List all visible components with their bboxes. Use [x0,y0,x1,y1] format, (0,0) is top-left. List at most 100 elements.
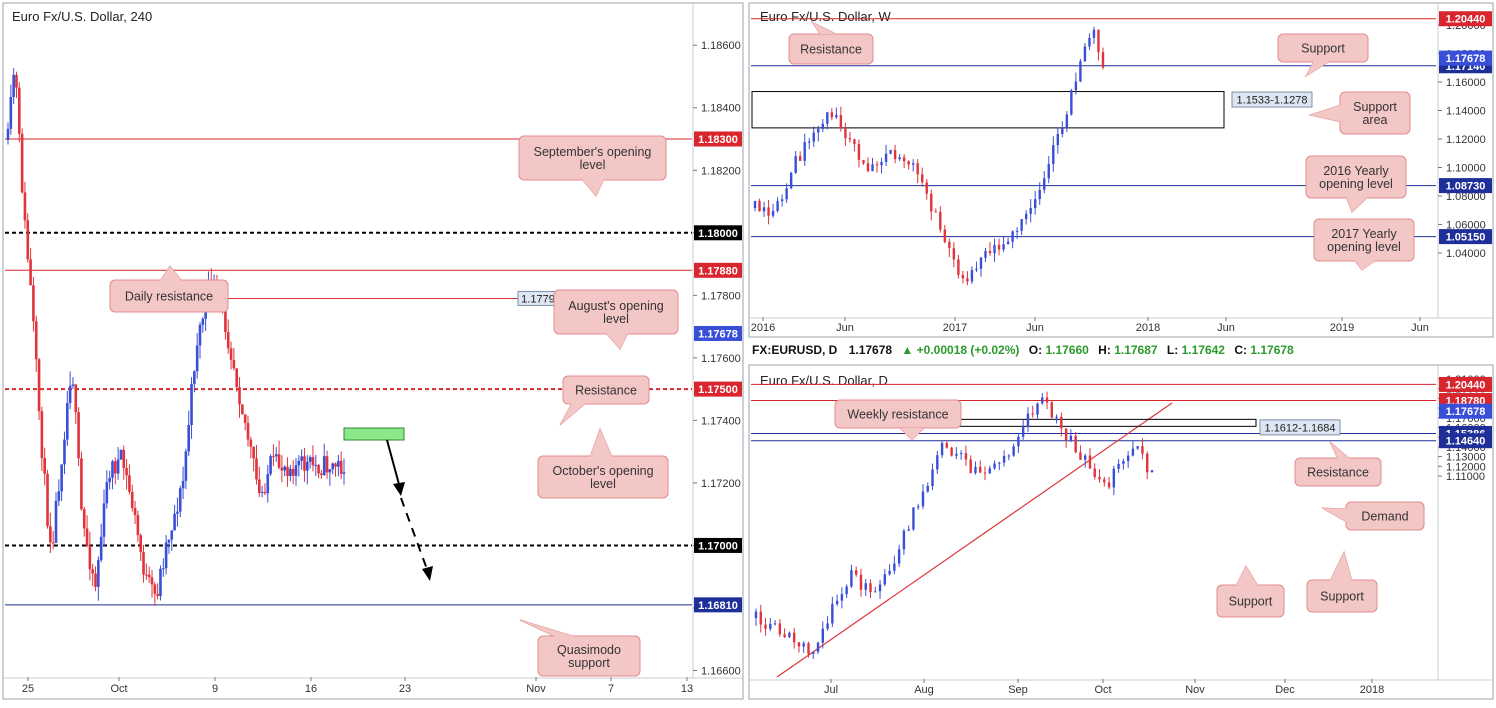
h4-candle-body [113,461,117,474]
d-candle-body [874,591,877,593]
w-candle-body [984,250,987,258]
h4-candle-body [68,385,72,404]
h4-price-tag-label: 1.17500 [698,384,738,396]
d-candle-body [897,549,901,564]
h4-candle-body [167,539,171,543]
w-price-tag [1439,229,1492,245]
d-ytick-label: 1.12000 [1446,461,1486,473]
w-candle-body [961,274,965,279]
w-candle-body [880,162,883,166]
h4-candle-body [105,482,109,504]
w-callout-pointer-fill [1346,197,1368,212]
h4-candle-body [173,513,176,531]
w-candle-body [889,150,892,154]
h4-candle-body [147,574,151,578]
d-callout-text: Support [1320,590,1364,604]
h4-candle-body [303,456,306,471]
w-candle-body [1011,231,1014,242]
h4-candle-body [40,411,44,458]
d-candle-body [912,507,915,530]
h4-callout-text: Resistance [575,384,637,398]
h4-candle-body [6,128,10,140]
d-candle-body [869,583,872,593]
daily-change-up-icon: ▲ [901,343,913,357]
daily-high-label: H: [1098,343,1111,357]
w-candle-body [812,132,815,142]
w-price-tag [1439,50,1492,66]
h4-candle-body [108,477,111,483]
h4-chart-frame [2,2,744,700]
w-ytick-label: 1.14000 [1446,106,1486,118]
h4-candle-body [184,451,188,481]
daily-close-label: C: [1234,343,1247,357]
w-price-tag [1439,11,1492,27]
h4-candle-body [277,454,281,468]
d-candle-body [1069,435,1073,441]
d-candle-body [1074,435,1077,453]
w-xtick-label: Jun [1026,322,1044,334]
h4-candle-body [80,458,83,510]
h4-candle-body [136,515,140,536]
h4-candle-body [249,439,253,447]
d-candle-body [921,491,925,507]
d-candle-body [1026,413,1030,427]
d-ytick-label: 1.13000 [1446,452,1486,464]
d-candle-body [845,586,848,595]
h4-ytick-label: 1.18400 [701,103,741,115]
d-candle-body [998,462,1001,464]
h4-xtick-label: Nov [526,683,546,695]
h4-candle-body [289,468,292,477]
d-candle-body [1131,448,1135,456]
daily-open: 1.17660 [1045,343,1089,357]
h4-candle-body [339,460,343,474]
d-candle-body [974,466,977,473]
h4-xtick-label: 9 [212,683,218,695]
weekly-chart-title: Euro Fx/U.S. Dollar, W [760,9,891,24]
d-callout-text: Demand [1361,510,1408,524]
w-candle-body [821,123,824,129]
h4-xtick-label: 25 [22,683,34,695]
d-candle-body [854,570,858,575]
daily-high: 1.17687 [1114,343,1158,357]
d-price-tag-label: 1.17678 [1446,406,1486,418]
h4-candle-body [130,491,134,509]
w-price-tag [1439,178,1492,194]
w-candle-body [907,161,910,165]
d-candle-body [826,623,829,629]
h4-price-tag-label: 1.17880 [698,265,738,277]
w-candle-body [839,114,843,129]
h4-callout-pointer-fill [160,266,182,281]
d-candle-body [1055,416,1058,418]
h4-candle-body [286,466,289,477]
h4-candle-body [102,503,106,537]
h4-candle-body [246,422,250,440]
w-candle-body [789,172,793,189]
w-candle-body [1079,61,1082,82]
d-callout-pointer-fill [1330,442,1350,459]
h4-candle-body [181,480,185,489]
w-candle-body [1029,208,1032,214]
d-xtick-label: Oct [1094,684,1111,696]
d-callout-pointer-fill [1322,508,1347,522]
d-xtick-label: Jul [824,684,838,696]
h4-price-tag [694,325,742,341]
h4-candle-body [294,465,298,476]
h4-arrow-solid [386,439,401,489]
h4-candle-body [23,192,27,221]
w-candle-body [1052,145,1055,165]
h4-candle-body [317,464,320,474]
h4-price-tag [694,537,742,553]
d-xtick-label: Nov [1185,684,1205,696]
w-xtick-label: 2017 [943,322,967,334]
w-callout-text: Resistance [800,43,862,57]
h4-callout-text: September's opening [534,145,652,159]
d-candle-body [764,624,767,629]
h4-candle-body [145,574,148,576]
h4-label-1779: 1.1779 [521,293,555,305]
h4-candle-body [328,469,332,473]
h4-candle-body [263,492,267,494]
h4-candle-body [77,412,80,459]
w-candle-body [767,207,770,216]
